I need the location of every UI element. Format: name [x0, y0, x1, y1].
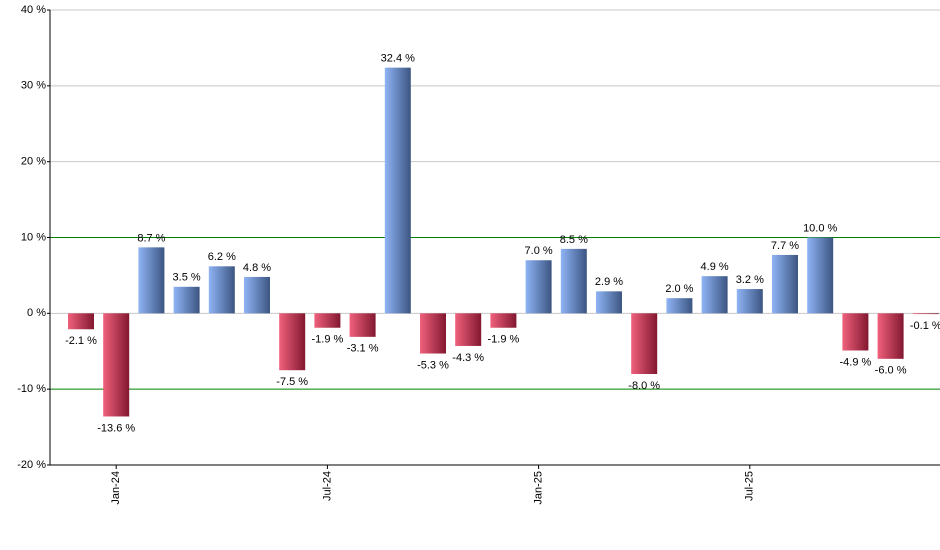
value-label: -13.6 %: [97, 422, 135, 434]
value-label: 3.2 %: [736, 274, 764, 286]
bar: [877, 313, 904, 359]
value-label: 8.7 %: [137, 232, 165, 244]
y-tick-label: 10 %: [21, 231, 46, 243]
value-label: 2.9 %: [595, 276, 623, 288]
y-tick-label: 20 %: [21, 156, 46, 168]
bar: [420, 313, 446, 354]
y-tick-label: -10 %: [17, 383, 46, 395]
y-tick-label: -20 %: [17, 459, 46, 471]
bar: [208, 266, 235, 314]
value-label: 4.9 %: [701, 261, 729, 273]
bar: [349, 313, 376, 337]
value-label: 4.8 %: [243, 262, 271, 274]
bar: [455, 313, 482, 346]
value-label: 7.7 %: [771, 240, 799, 252]
x-tick-label: Jan-25: [533, 471, 545, 505]
bar: [525, 260, 552, 314]
bar: [736, 289, 763, 314]
x-tick-label: Jul-25: [744, 471, 756, 501]
bar: [807, 237, 834, 314]
bar: [244, 276, 270, 314]
value-label: -8.0 %: [628, 380, 660, 392]
value-label: 3.5 %: [173, 272, 201, 284]
value-label: 10.0 %: [803, 222, 837, 234]
bar: [842, 313, 869, 351]
bar: [701, 276, 728, 314]
value-label: 32.4 %: [381, 53, 415, 65]
bar: [103, 313, 130, 417]
value-label: -3.1 %: [347, 343, 379, 355]
value-label: -4.9 %: [840, 356, 872, 368]
bar: [138, 247, 165, 314]
value-label: -1.9 %: [488, 334, 520, 346]
bar: [279, 313, 306, 371]
bar: [912, 313, 939, 315]
y-tick-label: 0 %: [27, 307, 46, 319]
bar: [666, 298, 693, 314]
value-label: -6.0 %: [875, 365, 907, 377]
bar: [596, 291, 622, 314]
value-label: -5.3 %: [417, 359, 449, 371]
value-label: 6.2 %: [208, 251, 236, 263]
bar: [314, 313, 341, 328]
bar: [384, 67, 411, 314]
x-tick-label: Jul-24: [321, 471, 333, 501]
value-label: -0.1 %: [910, 320, 940, 332]
value-label: -7.5 %: [276, 376, 308, 388]
bar: [631, 313, 658, 374]
value-label: -1.9 %: [312, 334, 344, 346]
value-label: 7.0 %: [525, 245, 553, 257]
bar: [68, 313, 94, 330]
value-label: 8.5 %: [560, 234, 588, 246]
value-label: -2.1 %: [65, 335, 97, 347]
bar: [490, 313, 517, 328]
value-label: 2.0 %: [665, 283, 693, 295]
y-tick-label: 30 %: [21, 80, 46, 92]
value-label: -4.3 %: [452, 352, 484, 364]
y-tick-label: 40 %: [21, 4, 46, 16]
x-tick-label: Jan-24: [110, 471, 122, 505]
bar: [173, 286, 200, 314]
bar: [772, 254, 798, 314]
bar: [560, 248, 587, 314]
